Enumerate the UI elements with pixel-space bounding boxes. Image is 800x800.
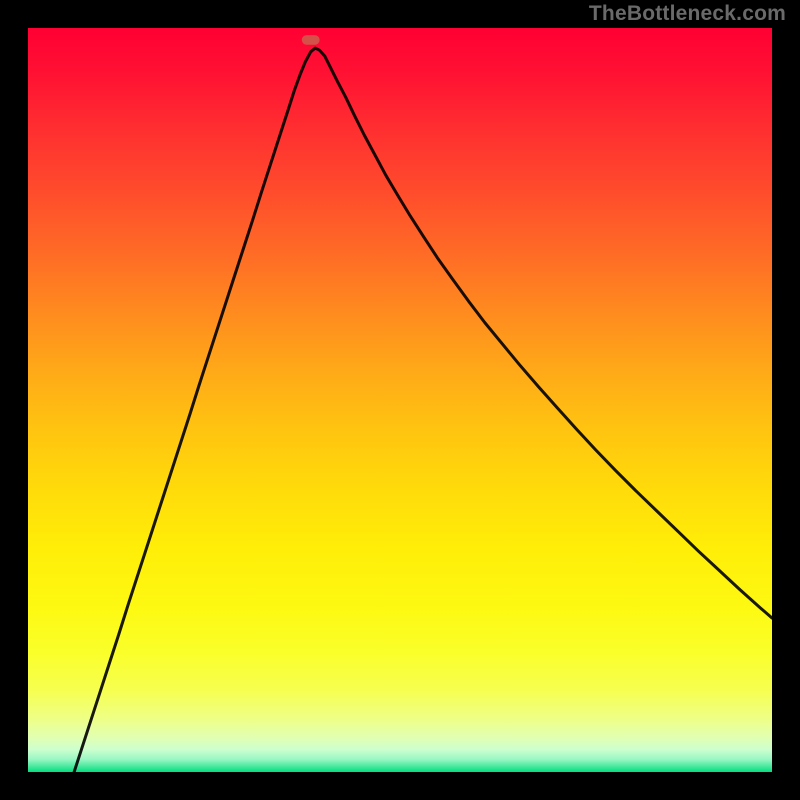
plot-svg [28,28,772,772]
optimum-marker [302,35,320,45]
plot-background [28,28,772,772]
watermark-text: TheBottleneck.com [589,2,786,26]
plot-area [28,28,772,772]
chart-frame: TheBottleneck.com [0,0,800,800]
